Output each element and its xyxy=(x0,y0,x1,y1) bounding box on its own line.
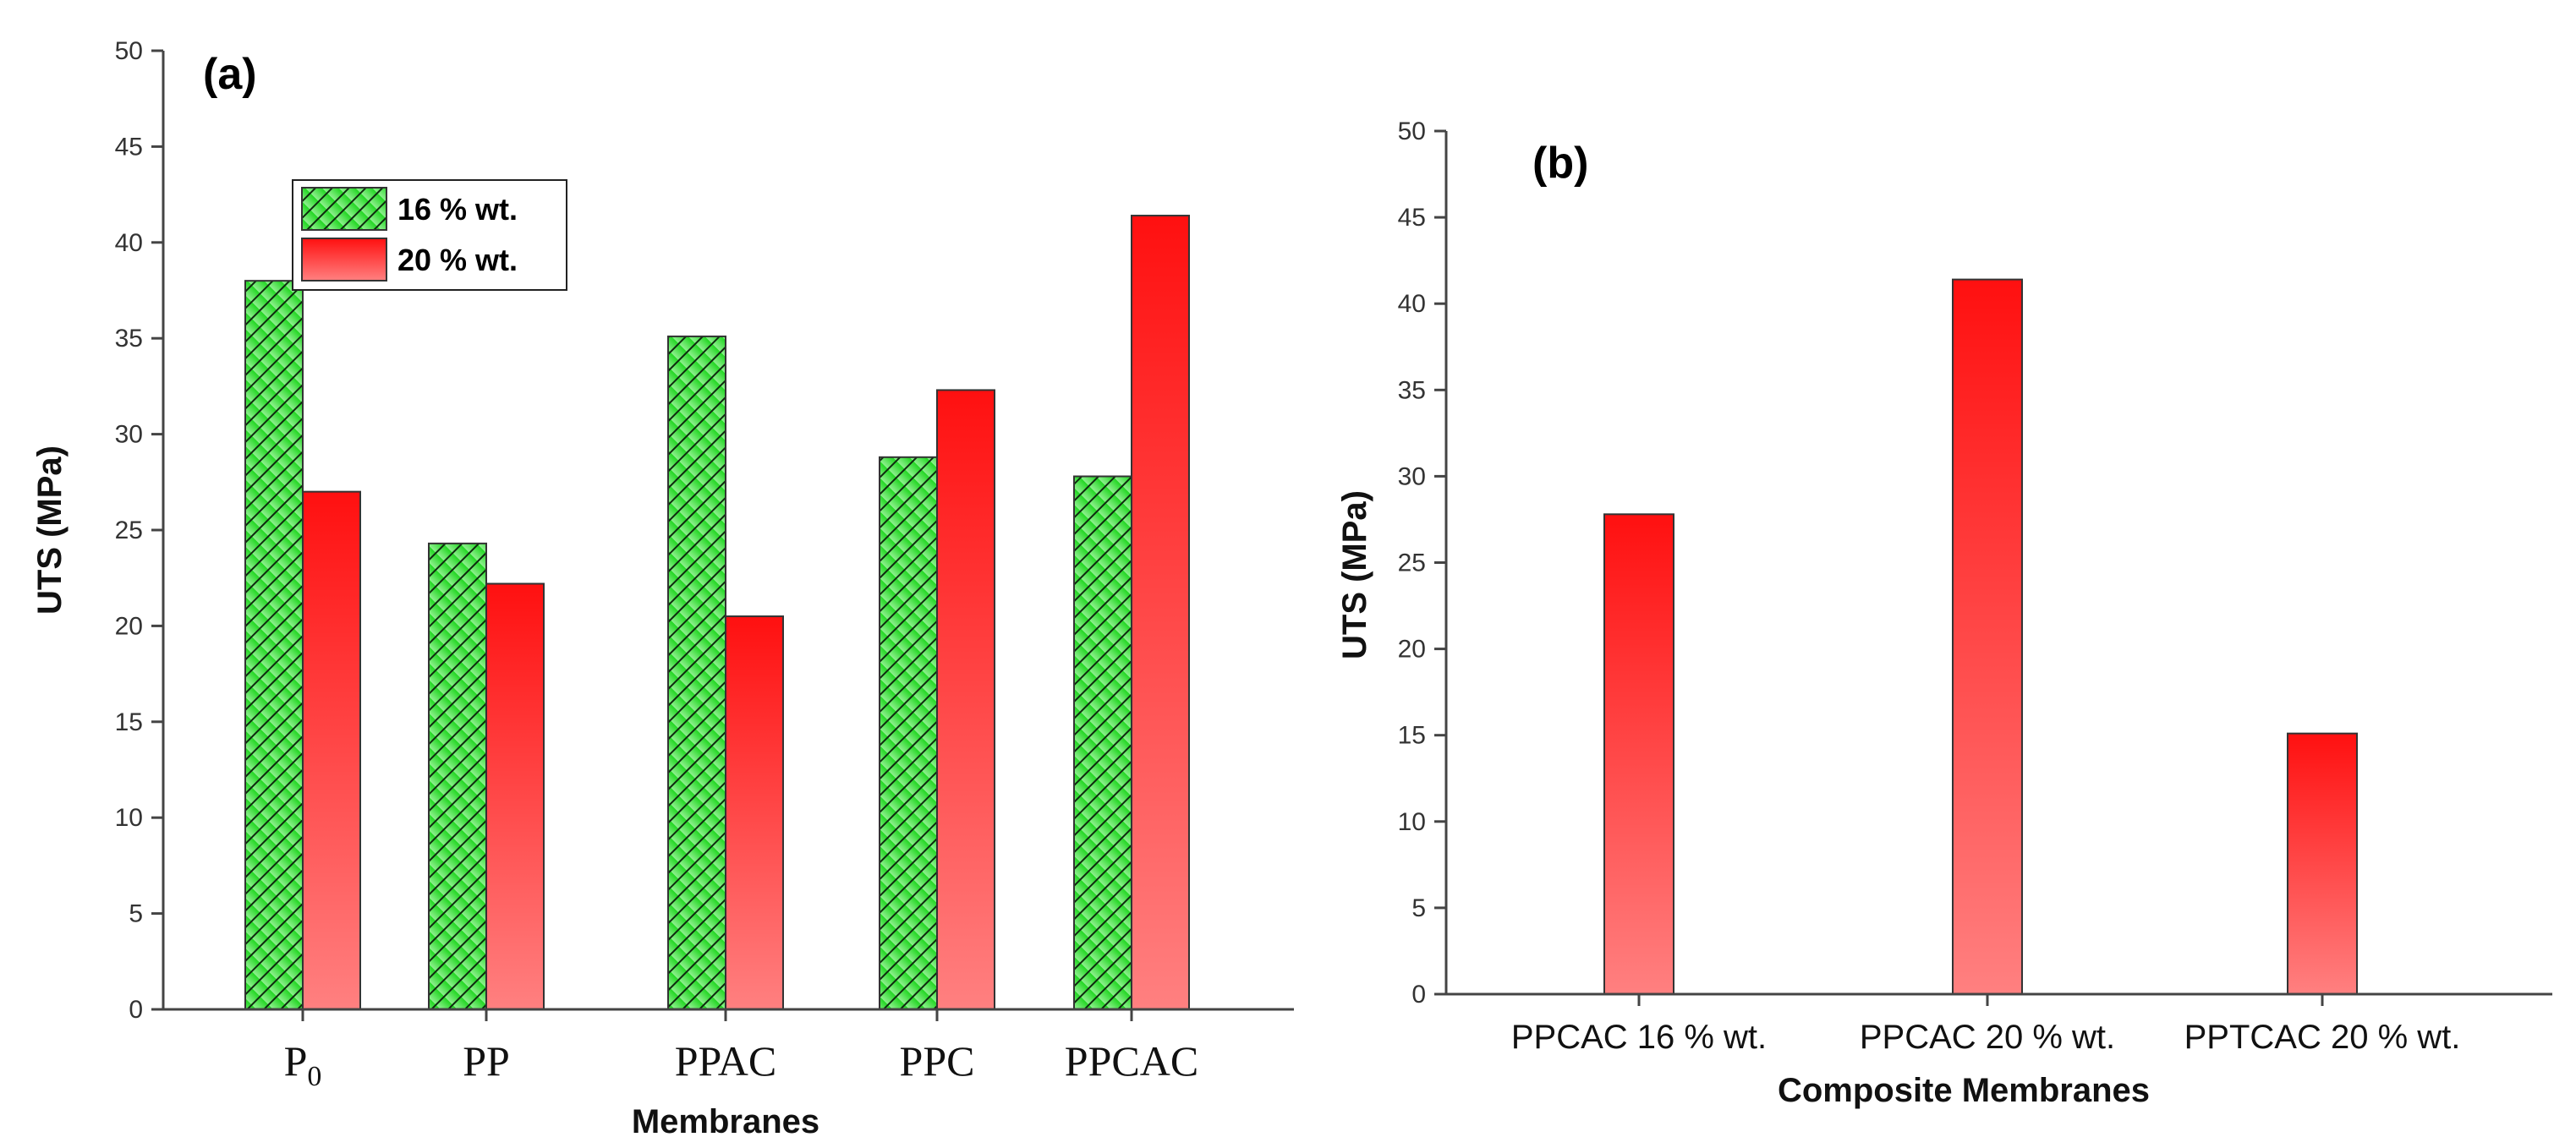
y-tick-label: 15 xyxy=(1398,722,1426,750)
y-tick-label: 30 xyxy=(115,421,143,449)
y-tick-label: 40 xyxy=(115,229,143,257)
legend-swatch-16 xyxy=(301,187,387,231)
x-category-label: PPC xyxy=(900,1037,975,1085)
y-tick-label: 35 xyxy=(115,325,143,353)
bar-16-ppac xyxy=(667,335,726,1010)
category-name: PPCAC xyxy=(1065,1037,1198,1085)
y-tick-label: 25 xyxy=(115,517,143,544)
y-tick-label: 10 xyxy=(115,804,143,832)
y-tick-label: 20 xyxy=(1398,636,1426,664)
x-category-label: PPAC xyxy=(675,1037,776,1085)
y-tick-label: 25 xyxy=(1398,549,1426,577)
bar-20-pp xyxy=(485,582,545,1011)
y-tick-label: 30 xyxy=(1398,462,1426,490)
bar-16-pp xyxy=(428,542,487,1010)
legend-label-20: 20 % wt. xyxy=(397,243,518,277)
y-tick-label: 45 xyxy=(1398,204,1426,232)
chart-b-y-axis-title: UTS (MPa) xyxy=(1336,490,1373,659)
bar-20-ppc xyxy=(936,389,995,1011)
category-subscript: 0 xyxy=(307,1061,321,1092)
y-tick-label: 0 xyxy=(129,996,143,1024)
bar-16-ppc xyxy=(879,456,938,1010)
y-tick-label: 50 xyxy=(115,37,143,65)
y-tick-label: 45 xyxy=(115,133,143,161)
panel-a-label: (a) xyxy=(203,50,257,99)
bar-20-ppcac xyxy=(1131,215,1190,1011)
chart-a-bars xyxy=(244,215,1190,1011)
chart-a-x-axis-title: Membranes xyxy=(632,1103,819,1140)
chart-a-y-axis-title: UTS (MPa) xyxy=(31,446,69,615)
category-name: PP xyxy=(463,1037,510,1085)
x-category-label: PPTCAC 20 % wt. xyxy=(2184,1019,2461,1056)
chart-a-y-axis: 0 5 10 15 20 25 30 35 40 45 50 xyxy=(115,37,163,1024)
chart-b-x-axis: PPCAC 16 % wt. PPCAC 20 % wt. PPTCAC 20 % … xyxy=(1511,994,2461,1056)
bar-ppcac-20-wt- xyxy=(1952,278,2023,995)
bar-16-ppcac xyxy=(1073,475,1132,1010)
legend-label-16: 16 % wt. xyxy=(397,192,518,227)
category-name: P xyxy=(284,1037,308,1085)
bar-pptcac-20-wt- xyxy=(2287,732,2358,996)
chart-a-legend: 16 % wt. 20 % wt. xyxy=(292,179,567,291)
y-tick-label: 20 xyxy=(115,612,143,640)
y-tick-label: 40 xyxy=(1398,290,1426,318)
bar-20-ppac xyxy=(725,615,784,1010)
bar-20-p xyxy=(302,490,361,1010)
category-name: PPC xyxy=(900,1037,975,1085)
y-tick-label: 5 xyxy=(1411,894,1426,922)
y-tick-label: 0 xyxy=(1411,981,1426,1009)
y-tick-label: 10 xyxy=(1398,808,1426,836)
x-category-label: PPCAC 20 % wt. xyxy=(1860,1019,2115,1056)
x-category-label: PPCAC 16 % wt. xyxy=(1511,1019,1767,1056)
y-tick-label: 50 xyxy=(1398,118,1426,145)
y-tick-label: 35 xyxy=(1398,376,1426,404)
x-category-label: P0 xyxy=(284,1037,322,1092)
chart-b-x-axis-title: Composite Membranes xyxy=(1778,1072,2150,1109)
chart-a-x-axis: P0 PP PPAC PPC PPCAC xyxy=(284,1009,1198,1092)
x-category-label: PPCAC xyxy=(1065,1037,1198,1085)
chart-b-y-axis: 0 5 10 15 20 25 30 35 40 45 50 xyxy=(1398,118,1446,1009)
y-tick-label: 15 xyxy=(115,708,143,736)
x-category-label: PP xyxy=(463,1037,510,1085)
chart-b-bars xyxy=(1603,278,2358,996)
bar-ppcac-16-wt- xyxy=(1603,513,1674,995)
legend-swatch-20 xyxy=(301,238,387,282)
category-name: PPAC xyxy=(675,1037,776,1085)
panel-b-label: (b) xyxy=(1532,139,1588,188)
y-tick-label: 5 xyxy=(129,900,143,928)
bar-16-p xyxy=(244,280,304,1011)
